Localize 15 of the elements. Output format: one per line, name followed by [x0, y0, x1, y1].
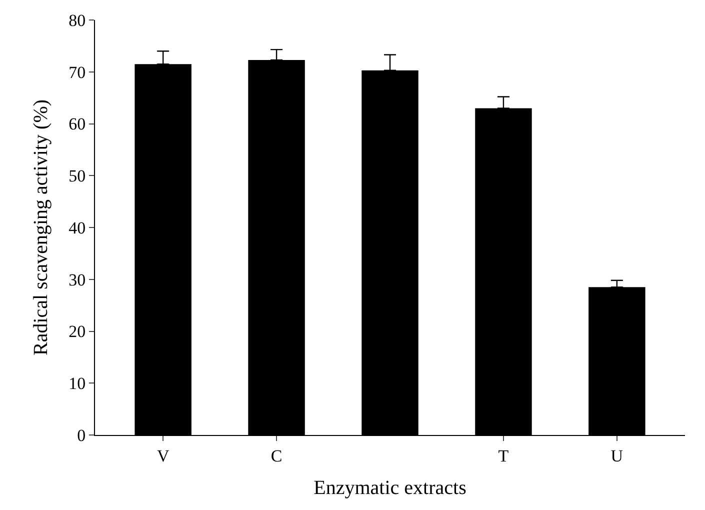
y-tick-label: 70: [68, 62, 86, 82]
x-axis-title: Enzymatic extracts: [314, 476, 467, 499]
x-tick-label: T: [498, 446, 510, 466]
y-tick-label: 10: [68, 374, 86, 394]
y-tick-label: 80: [68, 10, 86, 30]
y-tick-label: 30: [68, 270, 86, 290]
x-tick-label: V: [156, 446, 170, 466]
y-tick-label: 40: [68, 218, 86, 238]
x-tick-label: C: [270, 446, 282, 466]
x-tick-label: U: [610, 446, 624, 466]
y-tick-label: 0: [77, 426, 86, 445]
y-axis-title: Radical scavenging activity (%): [30, 99, 52, 356]
y-tick-label: 60: [68, 114, 86, 134]
y-tick-label: 50: [68, 166, 86, 186]
y-tick-label: 20: [68, 322, 86, 342]
